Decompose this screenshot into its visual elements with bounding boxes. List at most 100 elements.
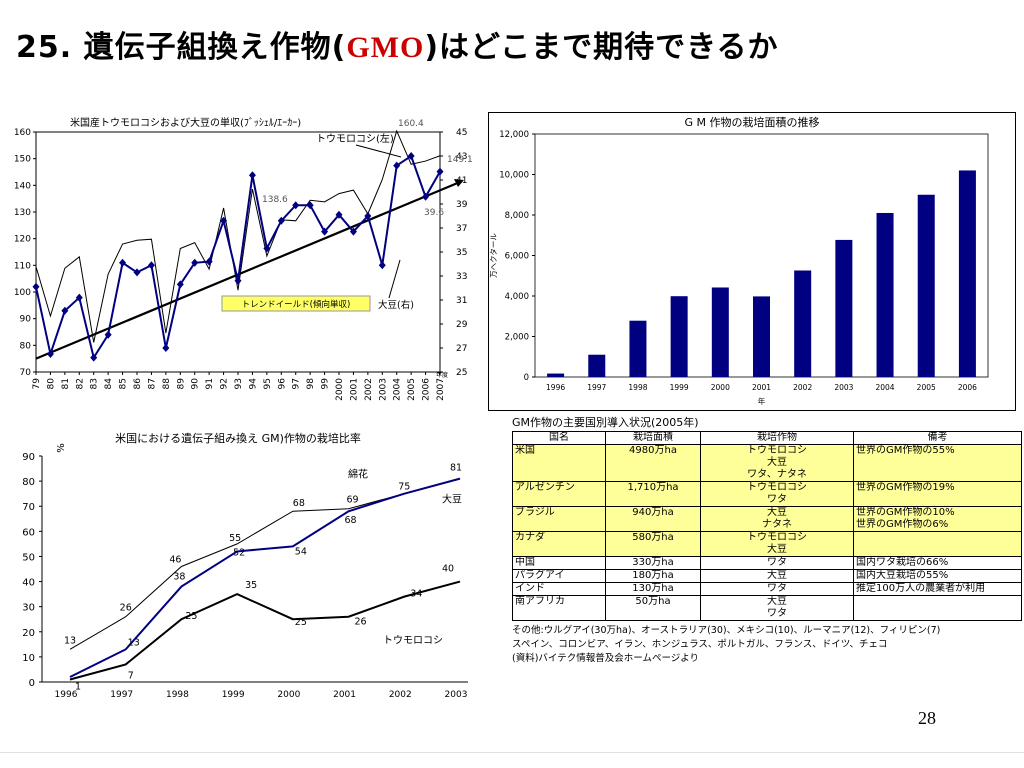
x-tick-label: 2000 xyxy=(711,383,730,392)
table-notes: その他:ウルグアイ(30万ha)、オーストラリア(30)、メキシコ(10)、ルー… xyxy=(512,624,1024,666)
soy-point xyxy=(104,330,112,339)
point-label-cotton: 13 xyxy=(64,635,76,646)
y-tick-label: 6,000 xyxy=(505,252,529,262)
soy-point xyxy=(119,258,127,267)
x-tick-label: 98 xyxy=(306,378,316,390)
x-tick-label: 2002 xyxy=(793,383,812,392)
y-right-tick-label: 29 xyxy=(456,320,468,330)
x-tick-label: 2004 xyxy=(393,378,403,401)
soy-point xyxy=(321,227,329,236)
chart-title: 米国における遺伝子組み換え GM)作物の栽培比率 xyxy=(115,431,361,445)
table-header-row: 国名 栽培面積 栽培作物 備考 xyxy=(512,431,1022,445)
y-right-tick-label: 45 xyxy=(456,128,467,138)
x-tick-label: 2006 xyxy=(958,383,977,392)
y-left-tick-label: 130 xyxy=(14,208,31,218)
corn-2006-label: 149.1 xyxy=(447,155,473,165)
x-tick-label: 90 xyxy=(191,378,201,390)
table-row: ブラジル 940万ha 大豆 ナタネ 世界のGM作物の10% 世界のGM作物の6% xyxy=(512,506,1022,532)
cell-crops: 大豆 xyxy=(700,569,854,583)
point-label-soy: 68 xyxy=(345,515,357,526)
bar xyxy=(835,239,853,377)
x-tick-label: 81 xyxy=(61,378,71,389)
y-right-tick-label: 35 xyxy=(456,248,467,258)
series-line-corn xyxy=(69,580,461,681)
point-label-corn: 40 xyxy=(442,564,454,575)
series-label-corn: トウモロコシ xyxy=(383,634,443,646)
soy-point xyxy=(349,227,357,236)
cell-country: 中国 xyxy=(512,556,606,570)
x-tick-label: 2007 xyxy=(436,378,446,401)
soy-point xyxy=(378,261,386,270)
x-tick-label: 89 xyxy=(176,378,186,390)
y-left-tick-label: 100 xyxy=(14,288,31,298)
x-tick-label: 1997 xyxy=(110,690,133,700)
cell-crops: ワタ xyxy=(700,582,854,596)
x-tick-label: 99 xyxy=(321,378,331,390)
gm-area-chart: G M 作物の栽培面積の推移 0 2,000 4,000 6,000 8,000 10,00… xyxy=(488,112,1016,411)
corn-label: トウモロコシ(左) xyxy=(316,132,394,145)
cell-country: 米国 xyxy=(512,444,606,482)
cell-note xyxy=(853,531,1022,557)
soy-point xyxy=(393,161,401,170)
page-number: 28 xyxy=(918,708,936,728)
header-area: 栽培面積 xyxy=(605,431,701,445)
point-label-cotton: 75 xyxy=(398,482,410,493)
chart-title: 米国産トウモロコシおよび大豆の単収(ﾌﾞｯｼｪﾙ/ｴｰｶｰ) xyxy=(70,116,301,129)
x-tick-label: 82 xyxy=(75,378,85,389)
x-axis-label: 年 xyxy=(758,396,766,406)
soy-point xyxy=(162,344,170,352)
cell-note: 国内大豆栽培の55% xyxy=(853,569,1022,583)
x-tick-label: 1997 xyxy=(587,383,606,392)
cell-note: 世界のGM作物の10% 世界のGM作物の6% xyxy=(853,506,1022,532)
x-tick-label: 79 xyxy=(32,378,42,390)
y-tick-label: 10,000 xyxy=(499,171,529,181)
bar xyxy=(547,373,565,377)
x-tick-label: 1996 xyxy=(55,690,78,700)
x-tick-label: 86 xyxy=(133,378,143,390)
point-label-cotton: 46 xyxy=(169,554,181,565)
point-label-corn: 7 xyxy=(128,670,134,681)
series-line-corn xyxy=(35,129,441,343)
trend-label: トレンドイールド(傾向単収) xyxy=(242,299,351,310)
cell-country: アルゼンチン xyxy=(512,481,606,507)
point-label-cotton: 26 xyxy=(120,603,132,614)
y-right-tick-label: 31 xyxy=(456,296,467,306)
x-tick-label: 2001 xyxy=(752,383,771,392)
series-line-cotton xyxy=(69,478,461,650)
cell-area: 50万ha xyxy=(605,595,701,621)
yield-chart: 米国産トウモロコシおよび大豆の単収(ﾌﾞｯｼｪﾙ/ｴｰｶｰ) 70 80 90 100 1… xyxy=(14,116,473,401)
note-others: その他:ウルグアイ(30万ha)、オーストラリア(30)、メキシコ(10)、ルー… xyxy=(512,625,941,636)
y-right-tick-label: 33 xyxy=(456,272,467,282)
corn-1994-label: 138.6 xyxy=(262,195,288,205)
y-tick-label: 70 xyxy=(22,502,35,513)
point-label-corn: 34 xyxy=(410,589,422,600)
y-left-tick-label: 160 xyxy=(14,128,31,138)
cell-area: 130万ha xyxy=(605,582,701,596)
x-tick-label: 2003 xyxy=(445,690,468,700)
point-label-cotton: 69 xyxy=(347,495,359,506)
point-label-soy: 13 xyxy=(128,637,140,648)
x-tick-label: 1998 xyxy=(628,383,647,392)
chart-border xyxy=(488,112,1016,411)
x-tick-label: 85 xyxy=(119,378,129,389)
series-line-soy xyxy=(69,477,461,678)
y-tick-label: 40 xyxy=(22,578,35,589)
y-tick-label: 2,000 xyxy=(505,333,529,343)
soy-point xyxy=(90,353,98,362)
point-label-soy: 38 xyxy=(173,572,185,583)
soy-point xyxy=(61,306,69,315)
cell-crops: トウモロコシ 大豆 xyxy=(700,531,854,557)
x-tick-label: 2003 xyxy=(378,378,388,401)
cell-country: パラグアイ xyxy=(512,569,606,583)
x-unit-label: 年度 xyxy=(436,371,448,379)
table-row: 南アフリカ 50万ha 大豆 ワタ xyxy=(512,595,1022,621)
x-tick-label: 2003 xyxy=(834,383,853,392)
series-label-cotton: 綿花 xyxy=(348,468,368,481)
y-tick-label: 50 xyxy=(22,552,35,563)
header-country: 国名 xyxy=(512,431,606,445)
x-tick-label: 2005 xyxy=(917,383,936,392)
x-tick-label: 83 xyxy=(90,378,100,389)
y-right-tick-label: 43 xyxy=(456,152,467,162)
point-label-soy: 54 xyxy=(295,546,307,557)
soy-point xyxy=(191,258,199,267)
